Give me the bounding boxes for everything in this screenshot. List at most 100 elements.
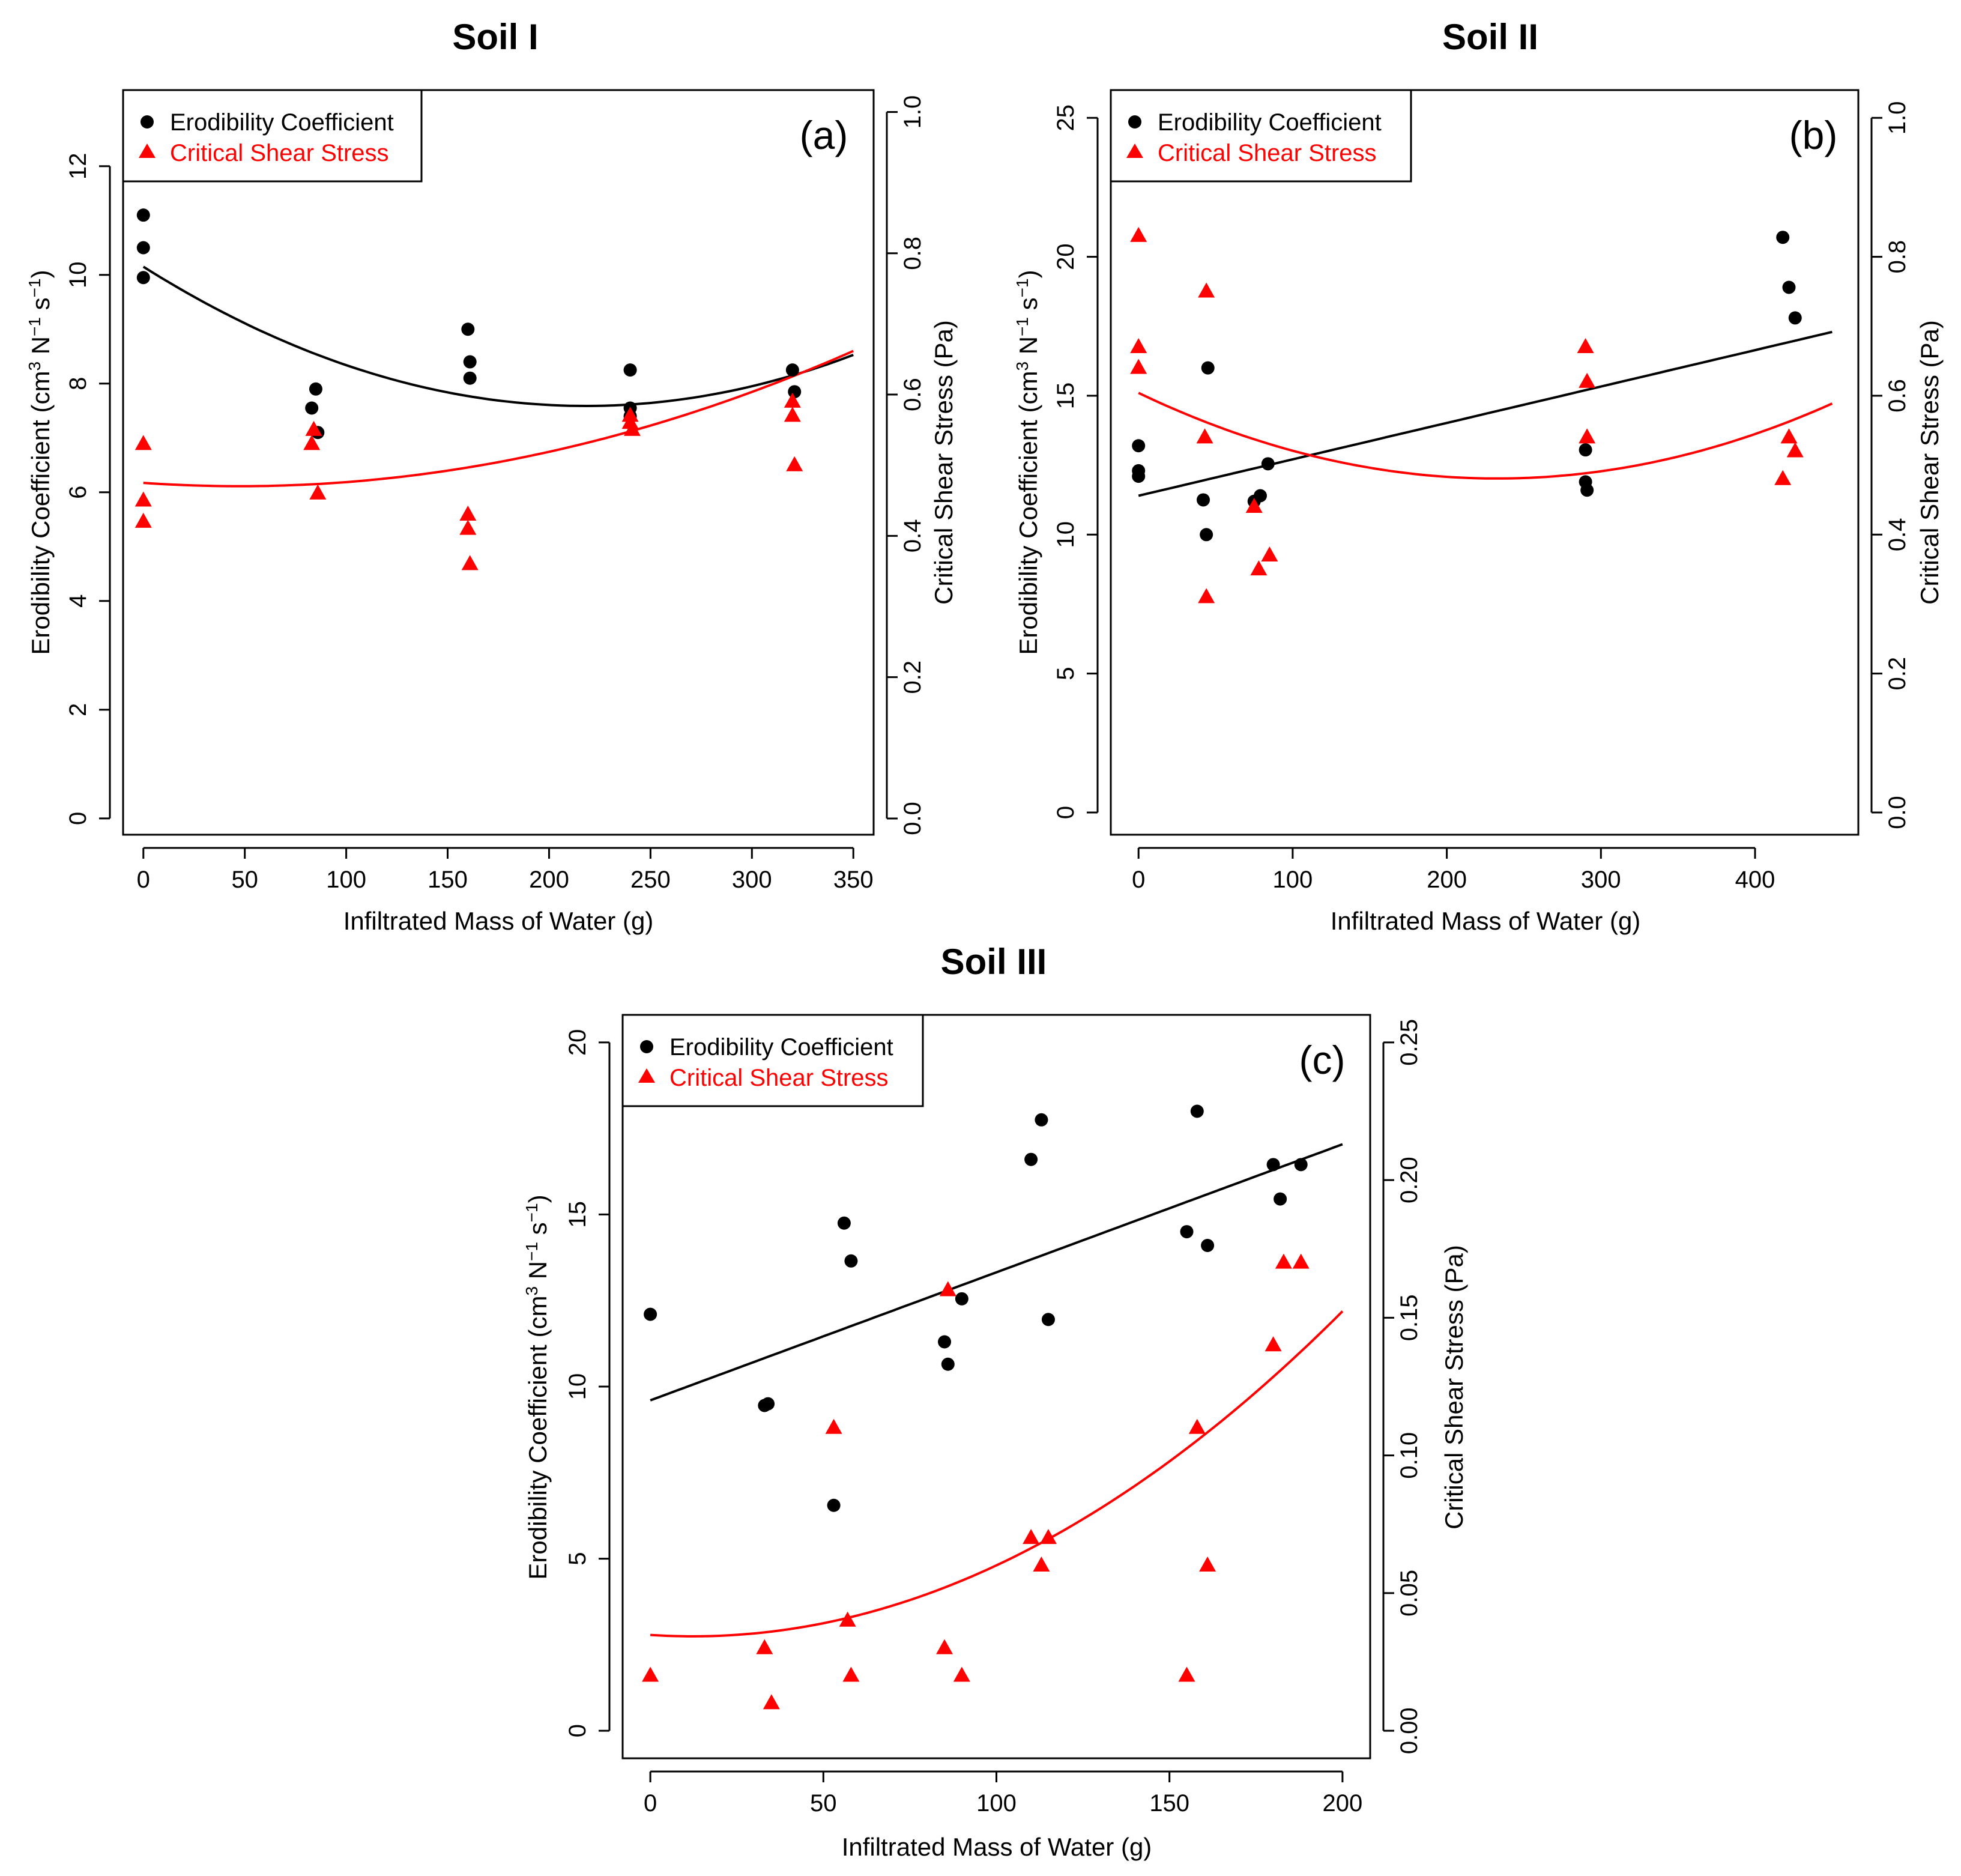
shear-stress-point bbox=[1033, 1557, 1050, 1572]
panel-a-left-y-label: Erodibility Coefficient (cm3 N−1 s−1) bbox=[25, 270, 55, 655]
erodibility-point bbox=[955, 1292, 968, 1306]
erodibility-point bbox=[1035, 1113, 1048, 1127]
panel-c-legend-triangle-marker bbox=[638, 1068, 655, 1083]
x-tick-label: 0 bbox=[644, 1790, 657, 1817]
erodibility-point bbox=[761, 1397, 775, 1411]
shear-stress-point bbox=[839, 1611, 856, 1627]
erodibility-point bbox=[1190, 1104, 1204, 1118]
shear-stress-point bbox=[825, 1418, 842, 1434]
shear-stress-point bbox=[1196, 428, 1213, 444]
panel-b-right-axis: 0.0 0.2 0.4 0.6 0.8 1.0 bbox=[1870, 101, 1911, 829]
shear-stress-point bbox=[1292, 1253, 1310, 1269]
right-tick-label: 0.00 bbox=[1396, 1707, 1422, 1754]
right-tick-label: 0.15 bbox=[1396, 1294, 1422, 1341]
panel-a-legend-shear: Critical Shear Stress bbox=[170, 140, 389, 166]
shear-stress-point bbox=[756, 1639, 773, 1654]
panel-c-points bbox=[642, 1104, 1310, 1710]
panel-a-legend-box bbox=[122, 89, 423, 183]
shear-stress-point bbox=[936, 1639, 953, 1654]
shear-stress-point bbox=[1265, 1336, 1282, 1352]
erodibility-point bbox=[1776, 231, 1790, 244]
erodibility-point bbox=[938, 1335, 952, 1349]
erodibility-point bbox=[136, 208, 150, 222]
right-tick-label: 0.2 bbox=[1884, 657, 1911, 691]
shear-stress-point bbox=[1275, 1253, 1292, 1269]
erodibility-point bbox=[1132, 439, 1146, 453]
x-tick-label: 300 bbox=[732, 867, 772, 893]
erodibility-point bbox=[1261, 457, 1275, 471]
panel-a-x-axis: 0 50 100 150 200 250 300 350 bbox=[137, 847, 874, 893]
panel-b-x-label: Infiltrated Mass of Water (g) bbox=[1331, 907, 1641, 935]
right-tick-label: 0.6 bbox=[899, 378, 926, 411]
shear-stress-point bbox=[1130, 359, 1147, 374]
left-tick-label: 20 bbox=[1053, 243, 1079, 270]
erodibility-fit-line bbox=[142, 265, 854, 408]
shear-stress-point bbox=[303, 435, 321, 450]
panel-b-left-axis: 0 5 10 15 20 25 bbox=[1053, 104, 1099, 819]
erodibility-point bbox=[1579, 443, 1592, 457]
panel-c-fits bbox=[650, 1143, 1344, 1638]
shear-stress-point bbox=[1577, 337, 1594, 353]
right-tick-label: 0.20 bbox=[1396, 1157, 1422, 1203]
left-tick-label: 6 bbox=[65, 486, 91, 499]
erodibility-fit-line bbox=[650, 1143, 1343, 1402]
panel-a-title: Soil I bbox=[452, 17, 538, 57]
x-tick-label: 50 bbox=[810, 1790, 837, 1817]
erodibility-point bbox=[136, 241, 150, 255]
panel-a-plot-box bbox=[122, 89, 875, 836]
left-tick-label: 12 bbox=[65, 153, 91, 180]
shear-stress-point bbox=[953, 1666, 970, 1682]
erodibility-point bbox=[305, 401, 319, 415]
erodibility-point bbox=[1180, 1225, 1194, 1239]
panel-b-title: Soil II bbox=[1442, 17, 1538, 57]
shear-stress-point bbox=[939, 1281, 956, 1297]
erodibility-point bbox=[309, 382, 322, 396]
right-tick-label: 0.0 bbox=[1884, 796, 1911, 829]
right-tick-label: 0.8 bbox=[1884, 240, 1911, 274]
erodibility-point bbox=[623, 363, 637, 377]
panel-a-right-y-label: Critical Shear Stress (Pa) bbox=[929, 320, 958, 605]
erodibility-point bbox=[941, 1357, 955, 1371]
panel-b-legend-box bbox=[1110, 89, 1412, 183]
panel-c-left-y-label: Erodibility Coefficient (cm3 N−1 s−1) bbox=[522, 1194, 552, 1579]
right-tick-label: 0.0 bbox=[899, 802, 926, 835]
left-tick-label: 0 bbox=[1053, 806, 1079, 819]
x-tick-label: 300 bbox=[1581, 867, 1621, 893]
panel-c-right-axis: 0.00 0.05 0.10 0.15 0.20 0.25 bbox=[1382, 1019, 1422, 1754]
panel-c-legend-erodibility: Erodibility Coefficient bbox=[669, 1034, 893, 1061]
panel-a: Soil I 0 50 100 150 200 250 300 350 0 2 4 6 8 10 12 0… bbox=[25, 17, 958, 935]
panel-c-legend-circle-marker bbox=[640, 1040, 653, 1053]
shear-stress-point bbox=[1261, 546, 1278, 561]
x-tick-label: 50 bbox=[231, 867, 258, 893]
shear-stress-point bbox=[461, 555, 479, 570]
left-tick-label: 15 bbox=[564, 1201, 591, 1228]
x-tick-label: 400 bbox=[1735, 867, 1775, 893]
right-tick-label: 0.10 bbox=[1396, 1432, 1422, 1479]
erodibility-point bbox=[1041, 1313, 1055, 1327]
panel-b-points bbox=[1130, 226, 1804, 604]
panel-b-legend: Erodibility Coefficient Critical Shear S… bbox=[1110, 89, 1412, 183]
left-tick-label: 10 bbox=[1053, 521, 1079, 548]
right-tick-label: 0.8 bbox=[899, 237, 926, 270]
shear-stress-point bbox=[1774, 470, 1792, 485]
shear-stress-point bbox=[309, 484, 327, 500]
shear-stress-point bbox=[1199, 1557, 1216, 1572]
shear-stress-point bbox=[1023, 1529, 1040, 1545]
panel-a-legend-erodibility: Erodibility Coefficient bbox=[170, 109, 394, 136]
panel-b-legend-erodibility: Erodibility Coefficient bbox=[1158, 109, 1382, 136]
panel-a-x-label: Infiltrated Mass of Water (g) bbox=[343, 907, 654, 935]
shear-stress-point bbox=[459, 506, 477, 521]
right-tick-label: 1.0 bbox=[899, 95, 926, 129]
panel-c-label: (c) bbox=[1299, 1038, 1346, 1082]
x-tick-label: 0 bbox=[137, 867, 150, 893]
shear-stress-point bbox=[784, 407, 801, 422]
left-tick-label: 10 bbox=[564, 1373, 591, 1400]
shear-stress-point bbox=[1780, 428, 1798, 444]
panel-c-title: Soil III bbox=[941, 942, 1047, 982]
x-tick-label: 150 bbox=[428, 867, 468, 893]
x-tick-label: 150 bbox=[1149, 1790, 1189, 1817]
erodibility-point bbox=[1197, 493, 1210, 507]
left-tick-label: 5 bbox=[564, 1552, 591, 1565]
